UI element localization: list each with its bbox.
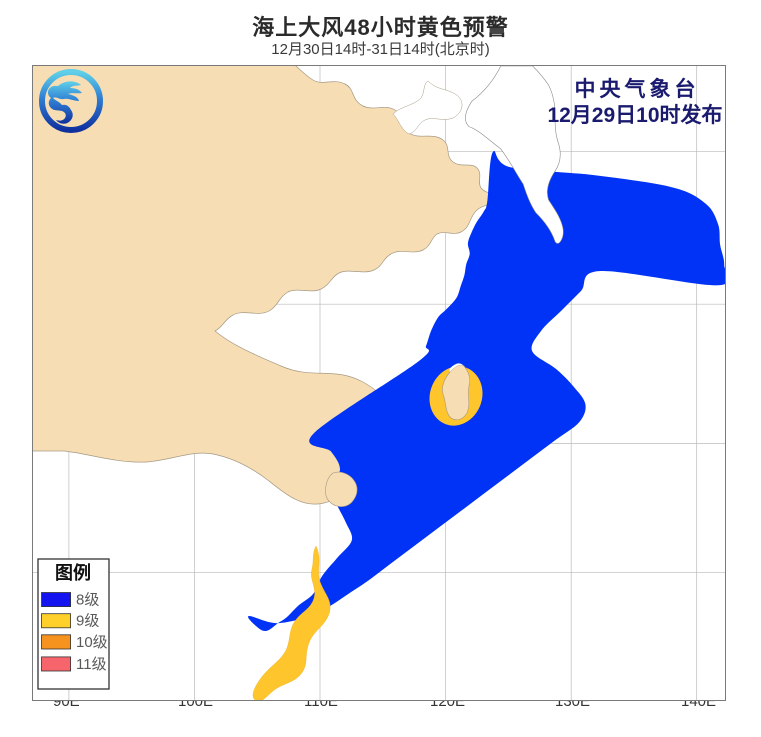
svg-text:8级: 8级 (76, 592, 99, 609)
svg-text:12月29日10时发布: 12月29日10时发布 (547, 103, 722, 127)
svg-text:图例: 图例 (55, 562, 91, 583)
svg-text:中央气象台: 中央气象台 (575, 77, 700, 101)
svg-text:11级: 11级 (76, 656, 107, 673)
svg-text:10级: 10级 (76, 634, 108, 651)
svg-text:9级: 9级 (76, 613, 99, 630)
